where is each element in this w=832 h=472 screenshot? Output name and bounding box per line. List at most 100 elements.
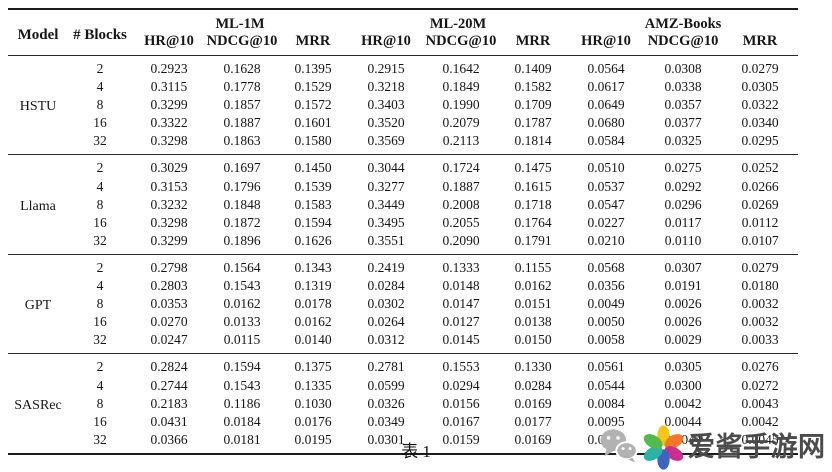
metric-cell: 0.2090: [442, 232, 480, 248]
metric-cell: 0.1814: [514, 133, 552, 149]
metric-cell: 0.0148: [442, 278, 480, 294]
metric-cell: 0.1409: [514, 61, 552, 76]
table-caption: 表 1: [401, 442, 431, 461]
metric-cell: 0.1697: [223, 160, 261, 176]
metric-cell: 0.0431: [150, 413, 188, 429]
metric-cell: 0.0305: [741, 79, 779, 95]
metric-cell: 0.1186: [223, 395, 261, 411]
metric-cell: 0.0058: [587, 332, 625, 348]
blocks-cell: 32: [93, 232, 107, 248]
table-row: 8 0.3232 0.1848 0.1583 0.3449 0.2008 0.1718 0.0…: [8, 196, 798, 214]
metric-cell: 0.0026: [664, 296, 702, 312]
header-model: Model: [17, 27, 59, 43]
blocks-cell: 32: [93, 133, 107, 149]
metric-cell: 0.0617: [587, 79, 625, 95]
metric-cell: 0.0177: [514, 413, 552, 429]
metric-cell: 0.0584: [587, 133, 625, 149]
metric-cell: 0.1375: [294, 359, 332, 375]
metric-cell: 0.0210: [587, 232, 625, 248]
metric-cell: 0.1709: [514, 97, 552, 113]
metric-cell: 0.0178: [294, 296, 332, 312]
blocks-cell: 16: [93, 413, 107, 429]
table-row: 32 0.0247 0.0115 0.0140 0.0312 0.0145 0.0150 0.…: [8, 331, 798, 354]
metric-cell: 0.1857: [223, 97, 261, 113]
model-group-llama: Llama 2 0.3029 0.1697 0.1450 0.3044 0.1724 0.14…: [8, 155, 799, 255]
metric-cell: 0.0300: [664, 377, 702, 393]
metric-cell: 0.0302: [367, 296, 405, 312]
metric-cell: 0.0195: [294, 431, 332, 447]
metric-cell: 0.1628: [223, 61, 261, 76]
metric-cell: 0.2113: [442, 133, 480, 149]
metric-cell: 0.3218: [367, 79, 405, 95]
blocks-cell: 8: [96, 296, 104, 312]
metric-cell: 0.1896: [223, 232, 261, 248]
metric-cell: 0.3232: [150, 196, 188, 212]
metric-cell: 0.3298: [150, 133, 188, 149]
metric-cell: 0.0180: [741, 278, 779, 294]
metric-cell: 0.0305: [664, 359, 702, 375]
metric-cell: 0.0325: [664, 133, 702, 149]
metric-cell: 0.0338: [664, 79, 702, 95]
metric-cell: 0.0181: [223, 431, 261, 447]
metric-cell: 0.0162: [223, 296, 261, 312]
metric-cell: 0.0279: [741, 61, 779, 76]
header-blocks: # Blocks: [73, 27, 127, 43]
metric-cell: 0.0247: [150, 332, 188, 348]
metric-cell: 0.1594: [294, 214, 332, 230]
metric-cell: 0.1529: [294, 79, 332, 95]
metric-cell: 0.0140: [294, 332, 332, 348]
metric-cell: 0.1848: [223, 196, 261, 212]
metric-cell: 0.3322: [150, 115, 188, 131]
table-row: SASRec 2 0.2824 0.1594 0.1375 0.2781 0.1553 0.1…: [8, 354, 798, 412]
metric-cell: 0.2923: [150, 61, 188, 76]
metric-cell: 0.1395: [294, 61, 332, 76]
metric-cell: 0.0191: [664, 278, 702, 294]
metric-cell: 0.3029: [150, 160, 188, 176]
metric-cell: 0.1863: [223, 133, 261, 149]
model-name: SASRec: [14, 397, 62, 413]
metric-cell: 0.1539: [294, 178, 332, 194]
metric-cell: 0.0159: [442, 431, 480, 447]
header-metric: NDCG@10: [647, 33, 719, 49]
metric-cell: 0.0301: [367, 431, 405, 447]
metric-cell: 0.2419: [367, 259, 405, 275]
metric-cell: 0.0150: [514, 332, 552, 348]
metric-cell: 0.0340: [741, 115, 779, 131]
metric-cell: 0.1572: [294, 97, 332, 113]
metric-cell: 0.0264: [367, 314, 405, 330]
metric-cell: 0.0326: [367, 395, 405, 411]
blocks-cell: 4: [96, 79, 104, 95]
blocks-cell: 8: [96, 395, 104, 411]
metric-cell: 0.0050: [587, 314, 625, 330]
metric-cell: 0.1990: [442, 97, 480, 113]
metric-cell: 0.0564: [587, 61, 625, 76]
metric-cell: 0.0151: [514, 296, 552, 312]
metric-cell: 0.1626: [294, 232, 332, 248]
metric-cell: 0.1849: [442, 79, 480, 95]
blocks-cell: 2: [96, 259, 104, 275]
table-row: Llama 2 0.3029 0.1697 0.1450 0.3044 0.1724 0.14…: [8, 155, 798, 213]
metric-cell: 0.0561: [587, 359, 625, 375]
metric-cell: 0.1564: [223, 259, 261, 275]
table-row: HSTU 2 0.2923 0.1628 0.1395 0.2915 0.1642 0.140…: [8, 56, 798, 114]
blocks-cell: 4: [96, 377, 104, 393]
metric-cell: 0.0169: [514, 395, 552, 411]
header-dataset-amzbooks: AMZ-Books: [644, 16, 722, 32]
metric-cell: 0.1778: [223, 79, 261, 95]
metric-cell: 0.1724: [442, 160, 480, 176]
metrics-table: Model # Blocks ML-1M ML-20M AMZ-Books HR…: [8, 8, 799, 455]
metric-cell: 0.0115: [223, 332, 261, 348]
metric-cell: 0.1543: [223, 377, 261, 393]
metric-cell: 0.0032: [741, 296, 779, 312]
metric-cell: 0.1030: [294, 395, 332, 411]
blocks-cell: 32: [93, 431, 107, 447]
metric-cell: 0.3520: [367, 115, 405, 131]
watermark: 爱酱手游网: [598, 419, 832, 472]
metric-cell: 0.0184: [223, 413, 261, 429]
metric-cell: 0.0276: [741, 359, 779, 375]
metric-cell: 0.0349: [367, 413, 405, 429]
metric-cell: 0.0042: [741, 413, 779, 429]
metric-cell: 0.0510: [587, 160, 625, 176]
metric-cell: 0.0033: [741, 332, 779, 348]
metric-cell: 0.1155: [514, 259, 552, 275]
